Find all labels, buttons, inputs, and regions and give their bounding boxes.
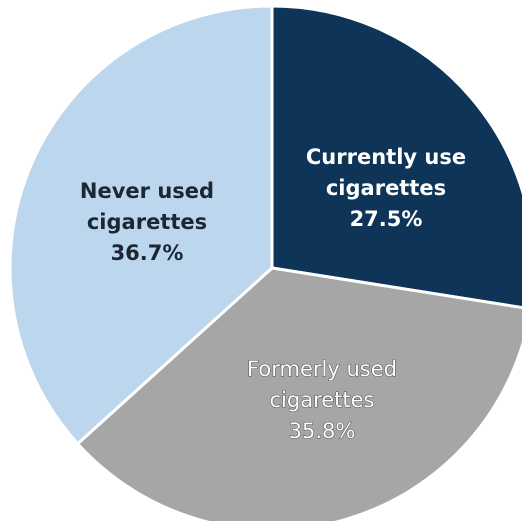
pie-slices: [8, 4, 522, 521]
pie-slice-2: [8, 4, 274, 446]
slice-value-label-2: 36.7%: [111, 241, 184, 265]
slice-label-0-line-0: Currently use: [306, 145, 466, 169]
slice-label-2-line-1: cigarettes: [87, 210, 207, 234]
slice-label-1-line-0: Formerly used: [247, 357, 397, 381]
pie-labels: Currently use cigarettes 27.5% Formerly use…: [80, 145, 466, 444]
pie-slice-1: [76, 266, 522, 521]
slice-value-label-1: 35.8%: [289, 419, 356, 443]
pie-slice-0: [270, 4, 522, 310]
slice-value-label-0: 27.5%: [350, 207, 423, 231]
slice-label-1-line-1: cigarettes: [270, 388, 375, 412]
slice-label-2-line-0: Never used: [80, 179, 214, 203]
slice-label-0-line-1: cigarettes: [326, 176, 446, 200]
